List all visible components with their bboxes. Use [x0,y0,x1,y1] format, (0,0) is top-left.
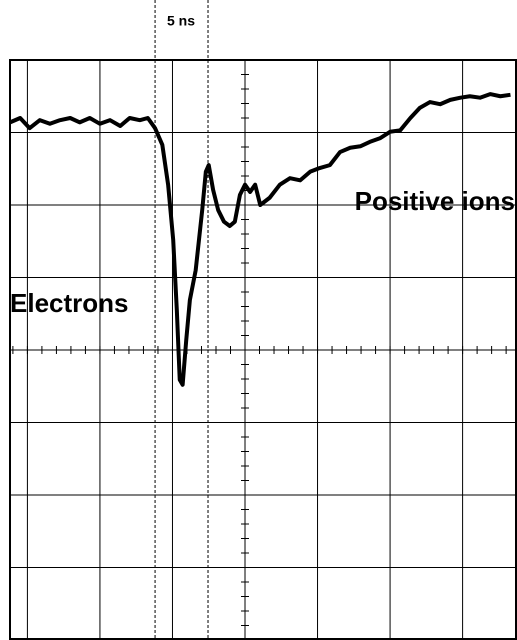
trace-line [9,92,511,387]
cursor-label: 5 ns [167,13,195,29]
electrons-label: Electrons [10,288,129,318]
ions-label: Positive ions [355,186,515,216]
